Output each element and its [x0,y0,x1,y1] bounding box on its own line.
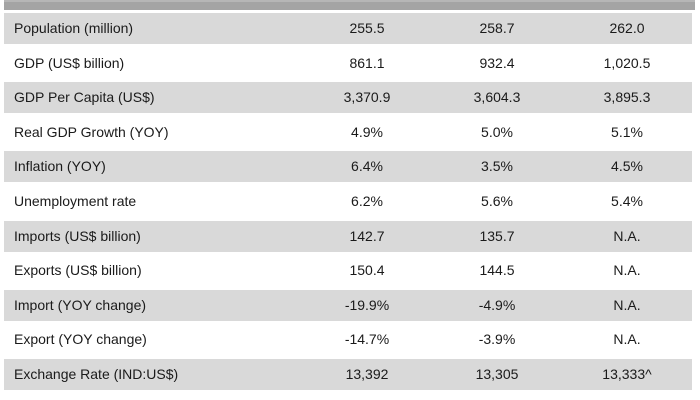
row-value-col2: 5.0% [481,123,513,140]
row-value-col1: 13,392 [345,365,389,382]
table-row: Real GDP Growth (YOY) 4.9% 5.0% 5.1% [4,116,692,148]
row-value-col2: 144.5 [479,262,515,279]
table-row: GDP Per Capita (US$) 3,370.9 3,604.3 3,8… [4,82,692,114]
row-value-col2: 3,604.3 [473,89,521,106]
row-value-col2: 13,305 [475,365,519,382]
table-row: Population (million) 255.5 258.7 262.0 [4,13,692,44]
row-value-col3: N.A. [613,262,641,279]
row-value-col3: N.A. [613,296,641,313]
row-label: Import (YOY change) [14,296,147,313]
row-value-col3: 262.0 [609,20,645,36]
row-label: Exports (US$ billion) [14,262,142,279]
row-label: Population (million) [14,20,134,36]
row-value-col1: 142.7 [349,227,385,244]
row-value-col2: 258.7 [479,20,515,36]
row-value-col3: 13,333^ [602,365,652,382]
row-value-col2: 5.6% [481,192,513,209]
table-row: GDP (US$ billion) 861.1 932.4 1,020.5 [4,47,692,79]
row-value-col1: -14.7% [344,331,390,348]
row-value-col1: 6.2% [351,192,383,209]
table-row: Unemployment rate 6.2% 5.6% 5.4% [4,185,692,217]
table-row: Inflation (YOY) 6.4% 3.5% 4.5% [4,151,692,183]
table-row: Exports (US$ billion) 150.4 144.5 N.A. [4,255,692,287]
row-value-col3: N.A. [613,227,641,244]
row-value-col2: 3.5% [481,158,513,175]
row-label: GDP Per Capita (US$) [14,89,155,106]
row-value-col2: -4.9% [478,296,516,313]
cropped-header-row-strip [4,0,695,10]
row-value-col1: 4.9% [351,123,383,140]
row-value-col1: 150.4 [349,262,385,279]
row-value-col3: 5.1% [611,123,643,140]
row-value-col1: 6.4% [351,158,383,175]
row-label: Real GDP Growth (YOY) [14,123,169,140]
row-value-col3: N.A. [613,331,641,348]
row-value-col1: -19.9% [344,296,390,313]
row-label: Unemployment rate [14,192,137,209]
row-value-col2: 135.7 [479,227,515,244]
table-row: Exchange Rate (IND:US$) 13,392 13,305 13… [4,358,692,390]
row-label: Export (YOY change) [14,331,147,348]
row-value-col2: 932.4 [479,54,515,71]
row-value-col3: 4.5% [611,158,643,175]
row-value-col3: 5.4% [611,192,643,209]
row-value-col1: 861.1 [349,54,385,71]
data-table: Population (million) 255.5 258.7 262.0 G… [4,13,692,394]
row-label: Inflation (YOY) [14,158,106,175]
row-value-col2: -3.9% [478,331,516,348]
row-label: Imports (US$ billion) [14,227,141,244]
table-row: Import (YOY change) -19.9% -4.9% N.A. [4,289,692,321]
row-label: Exchange Rate (IND:US$) [14,365,179,382]
table-row: Imports (US$ billion) 142.7 135.7 N.A. [4,220,692,252]
row-value-col3: 1,020.5 [603,54,651,71]
row-value-col3: 3,895.3 [603,89,651,106]
row-value-col1: 3,370.9 [343,89,391,106]
table-row: Export (YOY change) -14.7% -3.9% N.A. [4,324,692,356]
row-value-col1: 255.5 [349,20,385,36]
row-label: GDP (US$ billion) [14,54,125,71]
